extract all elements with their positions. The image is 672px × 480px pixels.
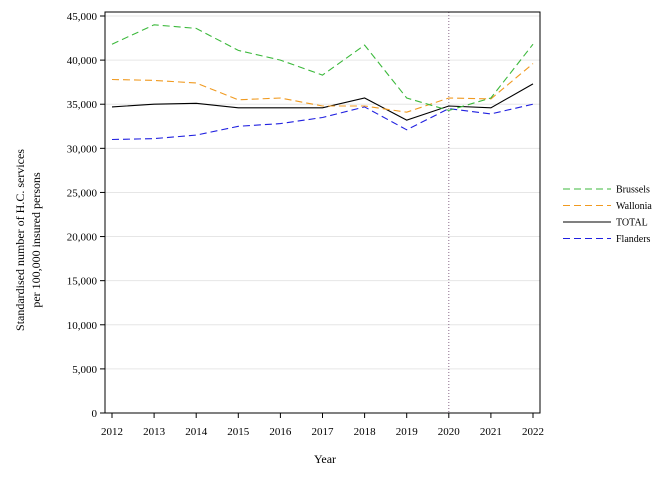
y-tick-label: 40,000 bbox=[67, 55, 98, 67]
x-tick-label: 2019 bbox=[396, 426, 419, 438]
series-lines bbox=[111, 24, 534, 141]
legend: Brussels Wallonia TOTAL Flanders bbox=[563, 185, 652, 245]
series-line-flanders bbox=[111, 103, 534, 141]
x-axis-title: Year bbox=[314, 452, 336, 466]
x-tick-label: 2016 bbox=[269, 426, 292, 438]
legend-label-wallonia: Wallonia bbox=[616, 201, 652, 212]
legend-label-brussels: Brussels bbox=[616, 185, 650, 196]
y-tick-label: 30,000 bbox=[67, 143, 98, 155]
series-line-total bbox=[111, 83, 534, 121]
y-tick-label: 20,000 bbox=[67, 232, 98, 244]
y-tick-label: 35,000 bbox=[67, 99, 98, 111]
x-tick-label: 2014 bbox=[185, 426, 208, 438]
plot-frame bbox=[104, 11, 541, 414]
y-tick-label: 15,000 bbox=[67, 276, 98, 288]
series-line-wallonia bbox=[111, 63, 534, 113]
y-tick-label: 5,000 bbox=[72, 364, 97, 376]
x-tick-label: 2018 bbox=[354, 426, 377, 438]
y-axis-title: Standardised number of H.C. services per… bbox=[13, 149, 43, 331]
y-axis-title-line-1: Standardised number of H.C. services bbox=[13, 149, 27, 331]
x-tick-label: 2017 bbox=[312, 426, 335, 438]
y-tick-label: 0 bbox=[92, 408, 98, 420]
legend-label-total: TOTAL bbox=[616, 218, 648, 229]
y-axis: 0 5,000 10,000 15,000 20,000 25,000 30,000 35,0… bbox=[67, 11, 105, 420]
y-tick-label: 10,000 bbox=[67, 320, 98, 332]
x-tick-label: 2020 bbox=[438, 426, 461, 438]
x-tick-label: 2022 bbox=[522, 426, 544, 438]
series-line-brussels bbox=[111, 24, 534, 111]
x-tick-label: 2021 bbox=[480, 426, 502, 438]
x-axis: 2012 2013 2014 2015 2016 2017 2018 2019 2020 2021… bbox=[101, 413, 544, 438]
x-tick-label: 2013 bbox=[143, 426, 166, 438]
x-tick-label: 2015 bbox=[227, 426, 250, 438]
y-tick-label: 45,000 bbox=[67, 11, 98, 23]
y-axis-title-line-2: per 100,000 insured persons bbox=[29, 172, 43, 308]
y-tick-label: 25,000 bbox=[67, 187, 98, 199]
grid-lines bbox=[105, 15, 540, 370]
legend-label-flanders: Flanders bbox=[616, 234, 651, 245]
x-tick-label: 2012 bbox=[101, 426, 123, 438]
